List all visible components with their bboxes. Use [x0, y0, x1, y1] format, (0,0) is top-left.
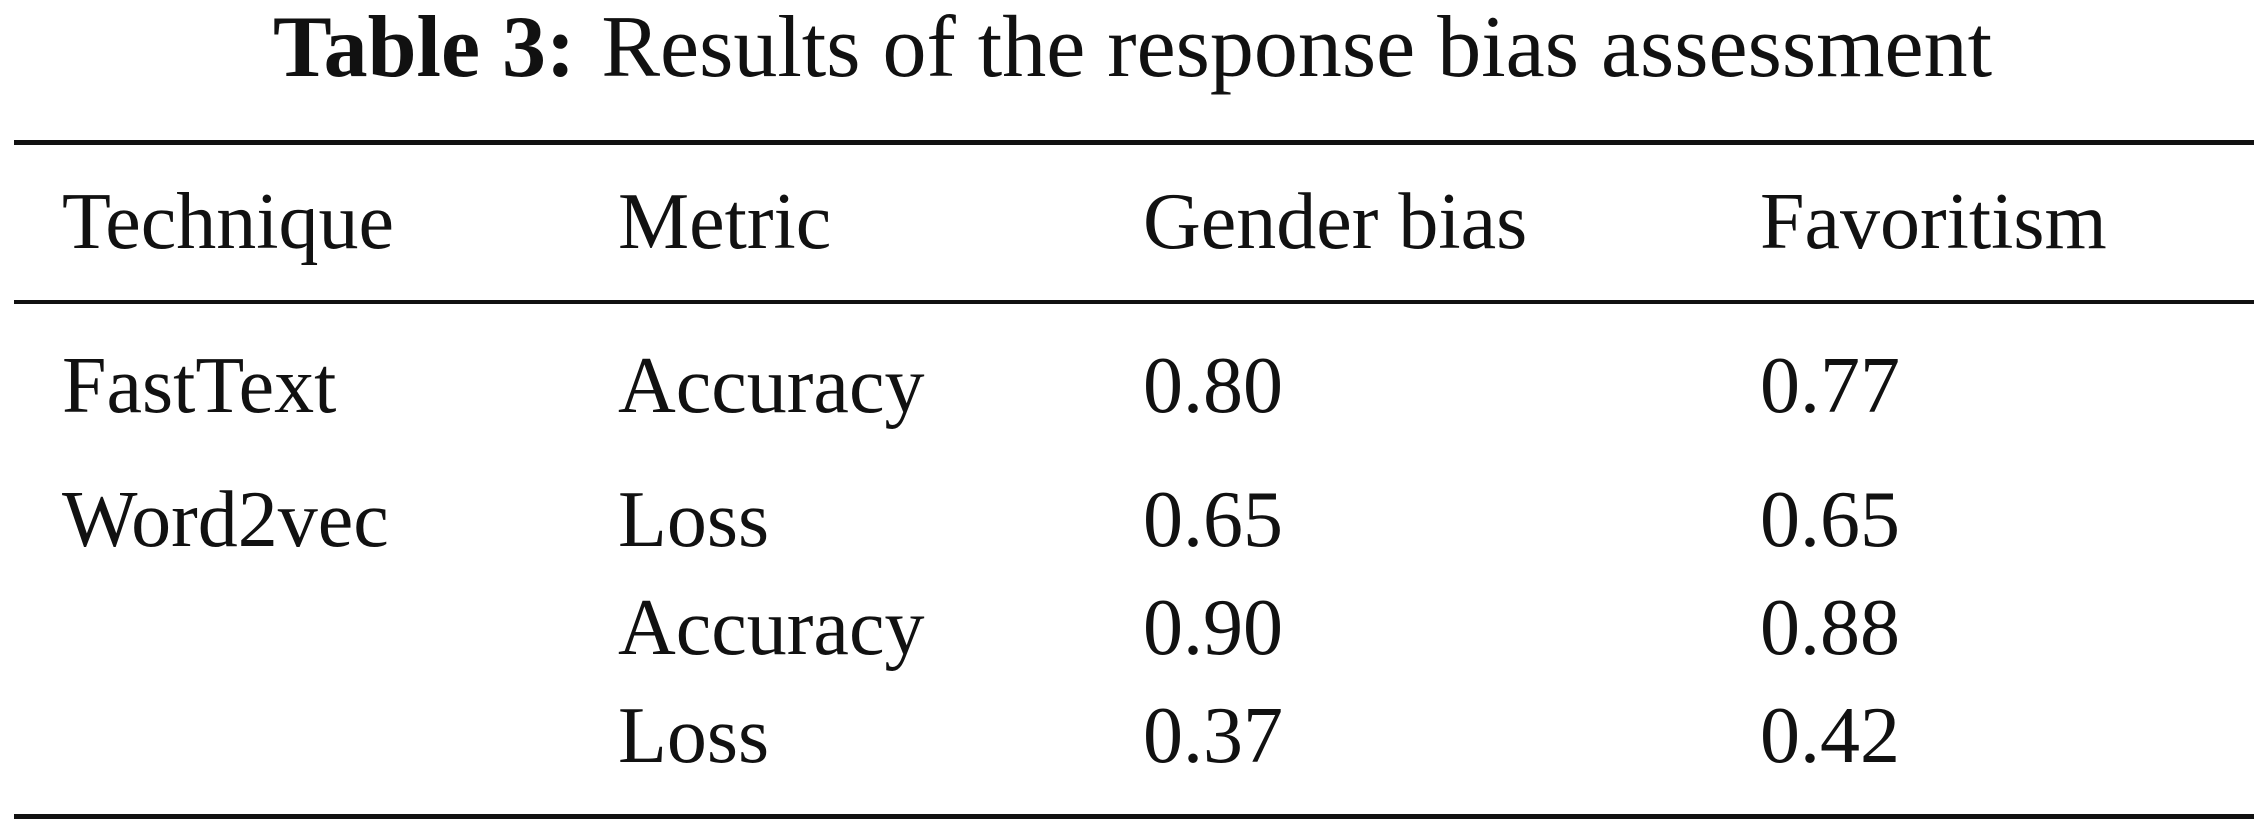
- cell-metric: Loss: [618, 476, 770, 564]
- table-top-rule: [14, 140, 2254, 145]
- cell-gender-bias: 0.65: [1143, 476, 1283, 564]
- table-bottom-rule: [14, 814, 2254, 819]
- cell-favoritism: 0.42: [1760, 692, 1900, 780]
- header-metric: Metric: [618, 178, 832, 266]
- cell-gender-bias: 0.37: [1143, 692, 1283, 780]
- cell-favoritism: 0.77: [1760, 342, 1900, 430]
- table-caption: Table 3: Results of the response bias ass…: [0, 0, 2265, 96]
- table-caption-label: Table 3:: [272, 0, 576, 96]
- table-caption-text: Results of the response bias assessment: [601, 0, 1993, 96]
- header-gender-bias: Gender bias: [1143, 178, 1528, 266]
- cell-gender-bias: 0.90: [1143, 584, 1283, 672]
- header-technique: Technique: [62, 178, 395, 266]
- cell-gender-bias: 0.80: [1143, 342, 1283, 430]
- cell-metric: Accuracy: [618, 342, 925, 430]
- header-favoritism: Favoritism: [1760, 178, 2107, 266]
- cell-favoritism: 0.65: [1760, 476, 1900, 564]
- cell-technique: Word2vec: [62, 476, 389, 564]
- cell-metric: Accuracy: [618, 584, 925, 672]
- cell-metric: Loss: [618, 692, 770, 780]
- cell-technique: FastText: [62, 342, 337, 430]
- cell-favoritism: 0.88: [1760, 584, 1900, 672]
- table-header-rule: [14, 300, 2254, 304]
